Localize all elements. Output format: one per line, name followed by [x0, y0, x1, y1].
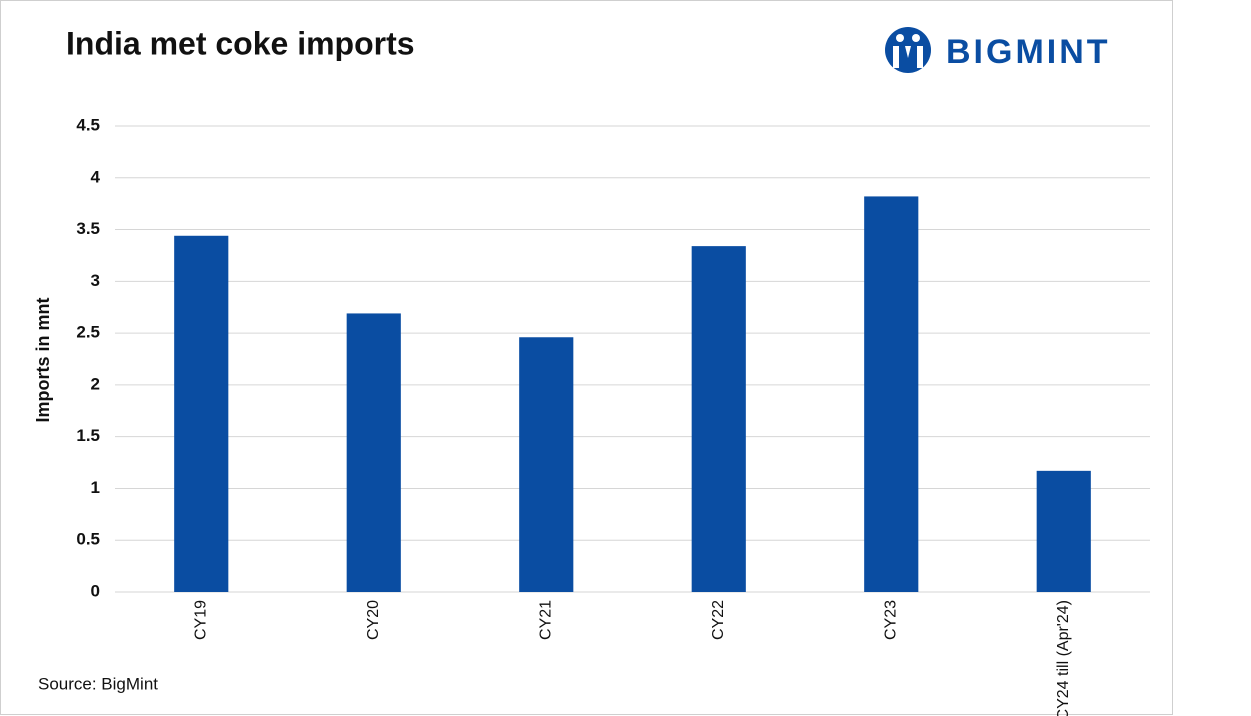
logo-icon	[885, 27, 931, 73]
y-tick-label: 1	[91, 478, 100, 497]
bar	[1036, 470, 1091, 592]
y-tick-label: 1.5	[76, 426, 100, 445]
x-tick-label: CY20	[365, 600, 382, 640]
bar	[174, 235, 229, 592]
source-note: Source: BigMint	[38, 674, 158, 693]
y-tick-label: 0.5	[76, 530, 100, 549]
bar	[346, 313, 401, 592]
bar	[691, 246, 746, 592]
bar	[519, 337, 574, 592]
x-tick-label: CY19	[192, 600, 209, 640]
y-tick-label: 0	[91, 581, 100, 600]
y-axis-label: Imports in mnt	[33, 297, 53, 422]
y-tick-label: 4.5	[76, 115, 100, 134]
x-tick-label: CY21	[537, 600, 554, 640]
y-tick-label: 2.5	[76, 323, 100, 342]
y-tick-label: 4	[91, 167, 101, 186]
x-tick-label: CY22	[710, 600, 727, 640]
y-tick-label: 3.5	[76, 219, 100, 238]
y-tick-label: 3	[91, 271, 100, 290]
chart-title: India met coke imports	[66, 25, 415, 61]
x-tick-label: CY23	[882, 600, 899, 640]
y-tick-label: 2	[91, 374, 100, 393]
bar	[864, 196, 919, 592]
logo-text: BIGMINT	[946, 33, 1111, 71]
x-tick-label: CY24 till (Apr'24)	[1055, 600, 1072, 716]
